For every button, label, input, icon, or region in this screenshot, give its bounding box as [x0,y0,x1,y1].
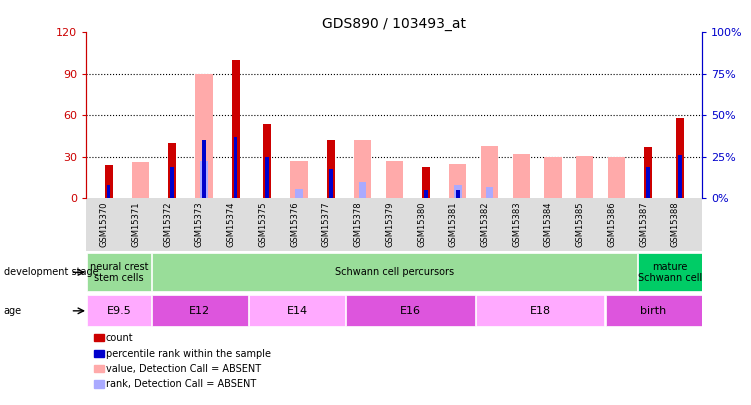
Bar [295,189,303,198]
Text: birth: birth [641,306,667,316]
Text: GSM15386: GSM15386 [608,201,617,247]
Bar [678,155,682,198]
Text: rank, Detection Call = ABSENT: rank, Detection Call = ABSENT [106,379,256,389]
Text: GSM15373: GSM15373 [195,201,204,247]
Text: count: count [106,333,134,343]
Bar [608,157,626,198]
Text: GSM15387: GSM15387 [639,201,648,247]
Bar [486,188,493,198]
Text: GSM15385: GSM15385 [576,201,585,247]
Text: E16: E16 [400,306,421,316]
Text: E9.5: E9.5 [107,306,131,316]
Bar [422,166,430,198]
Bar [644,147,652,198]
Text: E14: E14 [286,306,308,316]
Bar [87,295,150,326]
Bar [152,253,637,292]
Title: GDS890 / 103493_at: GDS890 / 103493_at [322,17,466,31]
Text: E12: E12 [189,306,210,316]
Bar [647,167,650,198]
Bar [354,140,371,198]
Bar [202,140,206,198]
Bar [454,185,462,198]
Bar [200,161,208,198]
Bar [131,162,149,198]
Bar [327,140,335,198]
Text: value, Detection Call = ABSENT: value, Detection Call = ABSENT [106,364,261,374]
Bar [481,146,498,198]
Text: GSM15381: GSM15381 [449,201,458,247]
Text: age: age [4,306,22,316]
Text: GSM15375: GSM15375 [258,201,267,247]
Bar [449,164,466,198]
Text: percentile rank within the sample: percentile rank within the sample [106,349,271,358]
Text: development stage: development stage [4,267,98,277]
Bar [346,295,475,326]
Text: E18: E18 [529,306,550,316]
Text: neural crest
stem cells: neural crest stem cells [89,262,148,283]
Bar [638,253,701,292]
Bar [265,157,269,198]
Text: GSM15388: GSM15388 [671,201,680,247]
Text: GSM15382: GSM15382 [481,201,490,247]
Bar [231,60,240,198]
Bar [676,118,684,198]
Text: GSM15384: GSM15384 [544,201,553,247]
Text: GSM15383: GSM15383 [512,201,521,247]
Text: Schwann cell percursors: Schwann cell percursors [335,267,454,277]
Text: GSM15374: GSM15374 [227,201,236,247]
Bar [264,124,271,198]
Bar [291,161,308,198]
Text: mature
Schwann cell: mature Schwann cell [638,262,702,283]
Bar [544,157,562,198]
Bar [104,165,113,198]
Bar [576,156,593,198]
Bar [168,143,176,198]
Bar [385,161,403,198]
Bar [329,168,333,198]
Text: GSM15378: GSM15378 [354,201,363,247]
Bar [234,137,237,198]
Bar [87,253,150,292]
Bar [512,154,530,198]
Text: GSM15376: GSM15376 [290,201,299,247]
Text: GSM15370: GSM15370 [100,201,109,247]
Bar [170,167,174,198]
Text: GSM15371: GSM15371 [131,201,140,247]
Bar [107,185,110,198]
Bar [424,190,428,198]
Bar [476,295,605,326]
Text: GSM15372: GSM15372 [163,201,172,247]
Bar [249,295,345,326]
Bar [358,182,366,198]
Text: GSM15377: GSM15377 [321,201,330,247]
Text: GSM15379: GSM15379 [385,201,394,247]
Text: GSM15380: GSM15380 [417,201,426,247]
Bar [195,74,213,198]
Bar [152,295,248,326]
Bar [456,190,460,198]
Bar [605,295,701,326]
